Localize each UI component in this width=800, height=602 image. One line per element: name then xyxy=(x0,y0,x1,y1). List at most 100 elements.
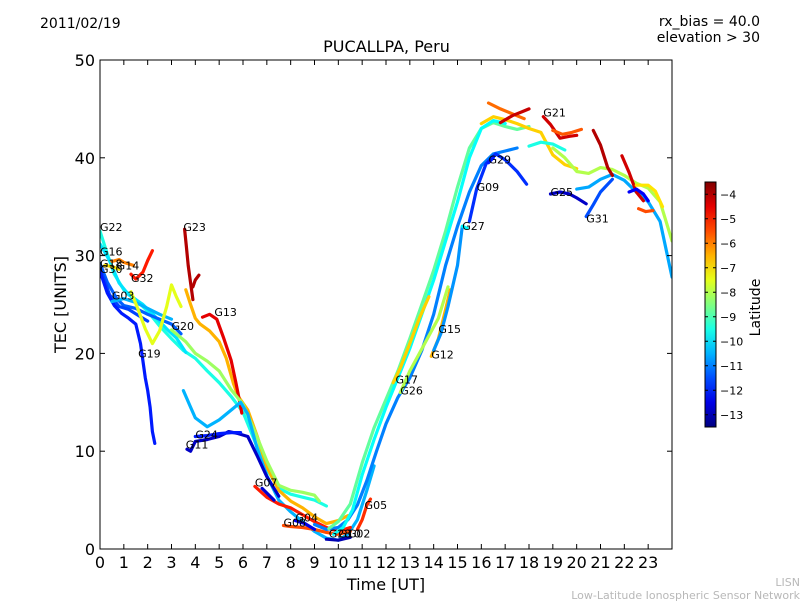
series-trace-38 xyxy=(551,127,584,136)
series-trace-18 xyxy=(253,484,352,534)
x-tick-label: 6 xyxy=(238,553,248,572)
satellite-label-g17: G17 xyxy=(396,374,419,387)
rx-bias-label: rx_bias = 40.0 xyxy=(658,14,760,30)
satellite-label-g03: G03 xyxy=(112,290,135,303)
series-trace-36 xyxy=(498,107,531,125)
series-trace-33 xyxy=(486,156,495,165)
satellite-label-g23: G23 xyxy=(183,221,206,234)
x-tick-label: 23 xyxy=(638,553,658,572)
satellite-label-g18: G18 xyxy=(100,257,123,270)
series-trace-17 xyxy=(193,431,243,439)
x-tick-label: 2 xyxy=(143,553,153,572)
series-trace-10 xyxy=(183,227,195,302)
satellite-label-g14: G14 xyxy=(117,259,140,272)
satellite-label-g11: G11 xyxy=(186,438,209,451)
y-tick-label: 30 xyxy=(75,247,95,266)
satellite-label-g28: G28 xyxy=(329,527,352,540)
colorbar xyxy=(704,181,717,428)
colorbar-tick-label: −7 xyxy=(720,262,736,275)
colorbar-tick-label: −4 xyxy=(720,188,736,201)
series-trace-8 xyxy=(129,249,154,281)
series-trace-43 xyxy=(584,177,615,219)
satellite-label-g08: G08 xyxy=(284,517,307,530)
y-tick-label: 50 xyxy=(75,51,95,70)
series-trace-21 xyxy=(293,518,317,532)
series-trace-27 xyxy=(391,295,431,385)
series-trace-32 xyxy=(467,152,529,223)
y-axis-label: TEC [UNITS] xyxy=(51,256,70,354)
plot-frame xyxy=(99,59,673,550)
series-trace-34 xyxy=(479,115,579,171)
series-trace-39 xyxy=(551,146,672,243)
satellite-label-g29: G29 xyxy=(488,154,511,167)
x-tick-label: 22 xyxy=(614,553,634,572)
x-tick-label: 9 xyxy=(309,553,319,572)
series-trace-45 xyxy=(620,154,646,203)
x-tick-label: 1 xyxy=(119,553,129,572)
satellite-label-g19: G19 xyxy=(138,347,161,360)
colorbar-tick-label: −13 xyxy=(720,409,743,422)
satellite-label-g24: G24 xyxy=(195,428,218,441)
series-trace-4 xyxy=(100,269,157,445)
series-trace-23 xyxy=(312,146,519,532)
x-tick-label: 7 xyxy=(262,553,272,572)
satellite-label-g02: G02 xyxy=(348,527,371,540)
satellite-label-g30: G30 xyxy=(100,263,123,276)
parameters-label: rx_bias = 40.0 elevation > 30 xyxy=(657,14,760,46)
satellite-label-g12: G12 xyxy=(431,348,454,361)
x-tick-label: 13 xyxy=(400,553,420,572)
x-tick-label: 0 xyxy=(95,553,105,572)
series-trace-13 xyxy=(191,273,201,289)
colorbar-tick-label: −12 xyxy=(720,384,743,397)
series-trace-30 xyxy=(432,224,464,353)
series-trace-24 xyxy=(327,120,531,531)
satellite-label-g20: G20 xyxy=(172,320,195,333)
colorbar-tick-label: −11 xyxy=(720,360,743,373)
series-trace-37 xyxy=(541,115,579,140)
x-tick-label: 4 xyxy=(190,553,200,572)
x-tick-label: 8 xyxy=(286,553,296,572)
series-trace-5 xyxy=(110,297,174,321)
x-tick-label: 20 xyxy=(566,553,586,572)
series-trace-44 xyxy=(591,128,615,177)
x-tick-label: 12 xyxy=(376,553,396,572)
satellite-label-g31: G31 xyxy=(586,212,609,225)
footer-short: LISN xyxy=(775,576,800,589)
satellite-label-g25: G25 xyxy=(550,186,573,199)
x-tick-label: 18 xyxy=(519,553,539,572)
x-tick-label: 11 xyxy=(352,553,372,572)
series-trace-47 xyxy=(627,187,650,203)
data-traces xyxy=(100,101,672,542)
x-tick-label: 5 xyxy=(214,553,224,572)
series-trace-19 xyxy=(260,486,276,502)
satellite-label-g04: G04 xyxy=(295,512,318,525)
x-tick-label: 17 xyxy=(495,553,515,572)
date-label: 2011/02/19 xyxy=(40,16,121,32)
footer-long: Low-Latitude Ionospheric Sensor Network xyxy=(571,589,800,602)
satellite-label-g10: G10 xyxy=(338,527,361,540)
satellite-label-g21: G21 xyxy=(543,107,566,120)
satellite-label-g15: G15 xyxy=(438,323,461,336)
colorbar-tick-label: −9 xyxy=(720,311,736,324)
series-trace-26 xyxy=(355,497,373,532)
series-trace-11 xyxy=(184,288,350,526)
series-trace-22 xyxy=(324,535,352,542)
y-tick-label: 10 xyxy=(75,442,95,461)
satellite-label-g13: G13 xyxy=(214,306,237,319)
series-trace-41 xyxy=(548,190,588,206)
y-tick-label: 0 xyxy=(85,540,95,559)
series-trace-6 xyxy=(110,257,135,267)
x-tick-label: 14 xyxy=(423,553,443,572)
x-tick-label: 15 xyxy=(447,553,467,572)
satellite-label-g27: G27 xyxy=(462,220,485,233)
satellite-label-g22: G22 xyxy=(100,221,123,234)
series-trace-7 xyxy=(103,263,121,271)
y-tick-label: 40 xyxy=(75,149,95,168)
series-trace-42 xyxy=(575,172,672,279)
colorbar-label: Latitude xyxy=(748,279,764,337)
satellite-label-g05: G05 xyxy=(365,499,388,512)
series-trace-46 xyxy=(636,207,655,214)
series-trace-28 xyxy=(398,285,450,395)
series-trace-48 xyxy=(634,183,665,209)
